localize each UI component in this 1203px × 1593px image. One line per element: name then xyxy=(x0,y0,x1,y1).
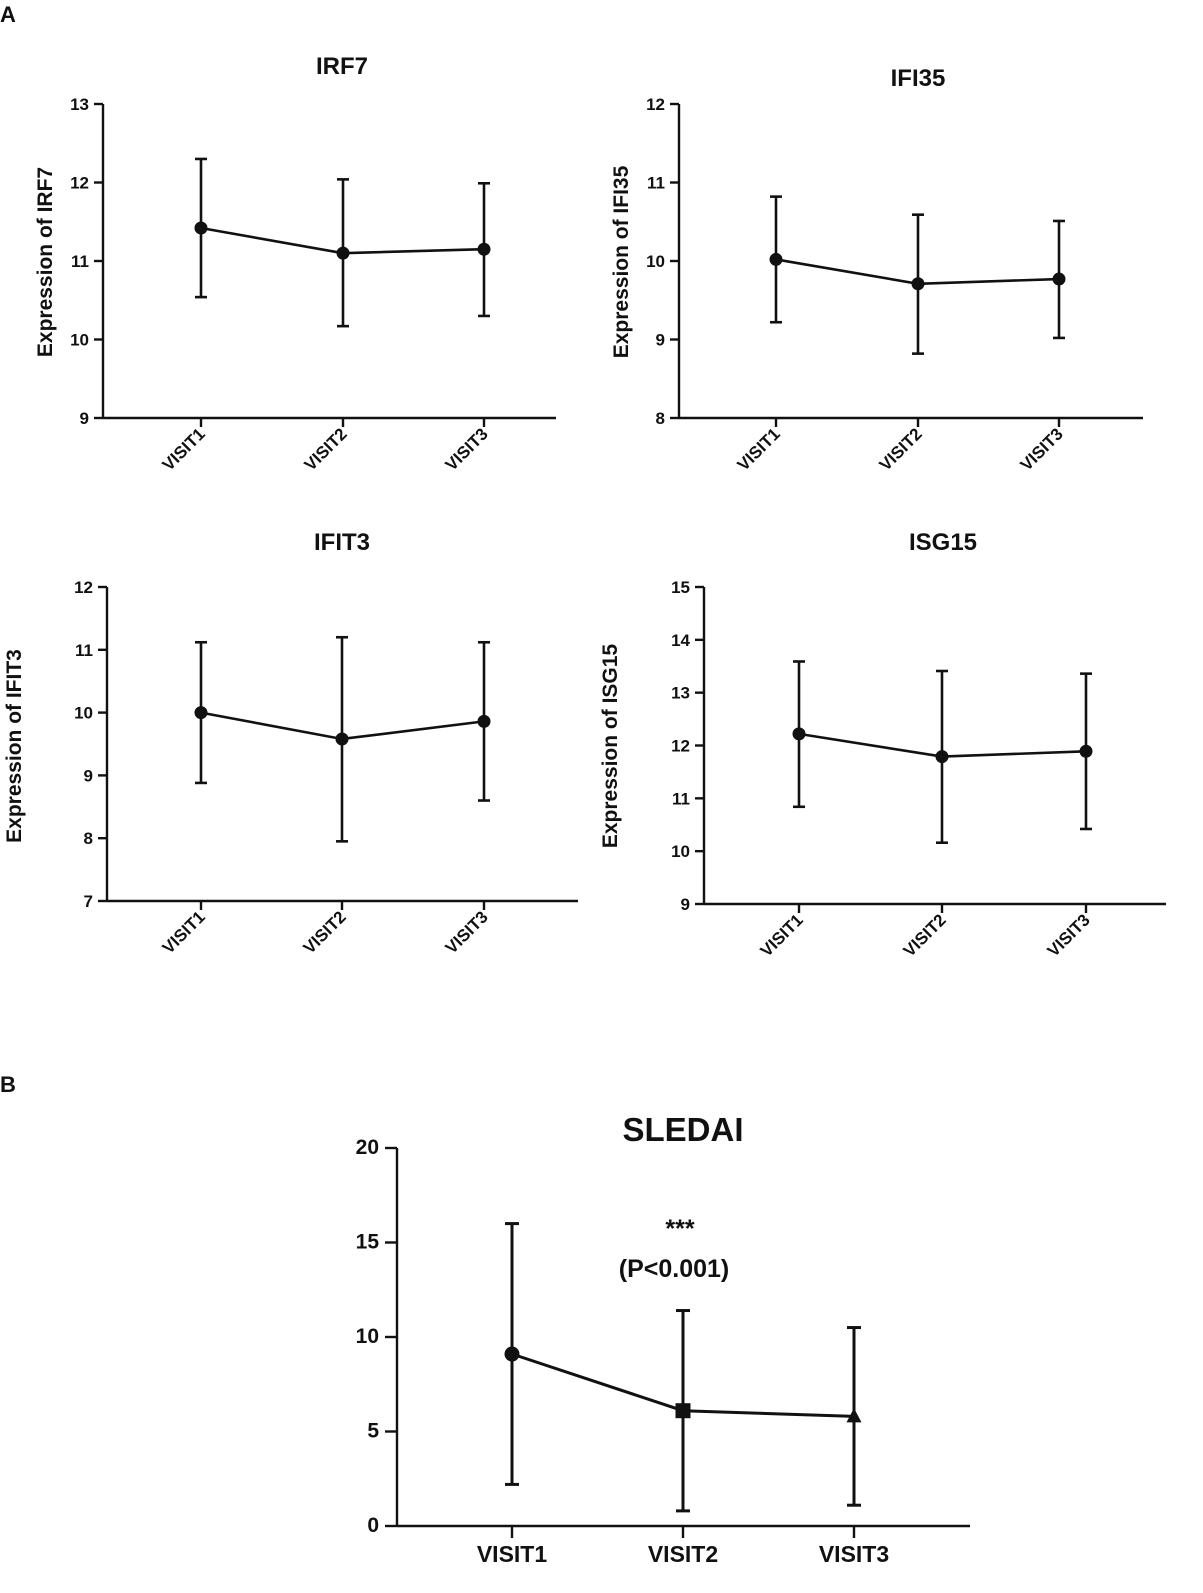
chart-sledai: SLEDAI *** (P<0.001) 0 5 10 15 20 VISIT1 VISIT… xyxy=(356,1111,970,1567)
y-tick-label: 13 xyxy=(70,95,89,114)
data-point xyxy=(336,246,350,260)
data-point xyxy=(504,1346,520,1362)
chart-ifit3: IFIT3 Expression of IFIT3 7 8 9 10 11 12 VISIT… xyxy=(3,529,578,958)
data-point xyxy=(1079,744,1093,758)
y-tick-label: 20 xyxy=(356,1136,379,1159)
y-tick-label: 9 xyxy=(681,895,690,914)
data-point xyxy=(911,277,925,291)
y-tick-label: 7 xyxy=(84,892,93,911)
chart-title: IRF7 xyxy=(316,53,368,80)
y-tick-label: 11 xyxy=(75,641,93,660)
y-tick-label: 9 xyxy=(656,331,665,350)
x-tick-label: VISIT1 xyxy=(477,1541,548,1567)
x-tick-label: VISIT2 xyxy=(876,424,926,474)
x-tick-label: VISIT2 xyxy=(300,907,350,957)
y-axis-label: Expression of IRF7 xyxy=(34,167,57,357)
y-tick-label: 10 xyxy=(74,704,93,723)
x-tick-label: VISIT3 xyxy=(819,1541,889,1567)
y-tick-label: 0 xyxy=(367,1514,379,1537)
data-point xyxy=(477,714,491,728)
y-tick-label: 14 xyxy=(671,631,690,650)
y-tick-label: 12 xyxy=(671,737,690,756)
y-tick-label: 15 xyxy=(671,578,690,597)
significance-stars: *** xyxy=(665,1215,694,1243)
p-value-annotation: (P<0.001) xyxy=(619,1255,730,1283)
x-tick-label: VISIT3 xyxy=(1044,910,1094,960)
y-tick-label: 9 xyxy=(84,766,93,785)
y-tick-label: 8 xyxy=(84,829,93,848)
y-tick-label: 8 xyxy=(656,409,665,428)
x-tick-label: VISIT1 xyxy=(757,910,807,960)
data-point xyxy=(194,221,208,235)
data-point xyxy=(194,706,208,720)
data-point xyxy=(477,242,491,256)
x-tick-label: VISIT3 xyxy=(442,424,492,474)
data-point xyxy=(769,252,783,266)
y-tick-label: 11 xyxy=(672,789,690,808)
y-tick-label: 10 xyxy=(70,331,89,350)
data-point xyxy=(935,750,949,764)
y-tick-label: 12 xyxy=(74,578,93,597)
y-tick-label: 10 xyxy=(646,252,665,271)
y-tick-label: 15 xyxy=(356,1231,380,1254)
x-tick-label: VISIT1 xyxy=(159,907,209,957)
y-tick-label: 10 xyxy=(671,842,690,861)
y-tick-label: 11 xyxy=(71,252,89,271)
chart-title: SLEDAI xyxy=(622,1111,743,1148)
x-tick-label: VISIT2 xyxy=(301,424,351,474)
panel-label-b: B xyxy=(0,1072,16,1097)
chart-isg15: ISG15 Expression of ISG15 9 10 11 12 13 14 15 V… xyxy=(599,529,1166,961)
chart-irf7: IRF7 Expression of IRF7 9 10 11 12 13 VISIT1 V… xyxy=(34,53,556,475)
panel-label-a: A xyxy=(0,2,16,27)
data-point xyxy=(846,1408,862,1423)
x-tick-label: VISIT2 xyxy=(648,1541,718,1567)
x-tick-label: VISIT3 xyxy=(442,907,492,957)
y-axis-label: Expression of ISG15 xyxy=(599,644,622,849)
y-axis-label: Expression of IFI35 xyxy=(610,165,633,358)
y-tick-label: 12 xyxy=(70,174,89,193)
x-tick-label: VISIT1 xyxy=(159,424,209,474)
y-tick-label: 9 xyxy=(80,409,89,428)
data-point xyxy=(1052,272,1066,286)
y-axis-label: Expression of IFIT3 xyxy=(3,649,26,843)
chart-ifi35: IFI35 Expression of IFI35 8 9 10 11 12 VISIT1… xyxy=(610,65,1143,475)
y-tick-label: 12 xyxy=(646,95,665,114)
y-tick-label: 11 xyxy=(647,174,665,193)
x-tick-label: VISIT2 xyxy=(900,910,950,960)
data-point xyxy=(675,1403,691,1419)
data-point xyxy=(335,732,349,746)
y-tick-label: 5 xyxy=(367,1420,379,1443)
x-tick-label: VISIT3 xyxy=(1017,424,1067,474)
data-point xyxy=(792,727,806,741)
chart-title: IFI35 xyxy=(891,65,946,92)
chart-title: ISG15 xyxy=(909,529,977,556)
x-tick-label: VISIT1 xyxy=(734,424,784,474)
chart-title: IFIT3 xyxy=(314,529,370,556)
y-tick-label: 10 xyxy=(356,1325,379,1348)
y-tick-label: 13 xyxy=(671,684,690,703)
